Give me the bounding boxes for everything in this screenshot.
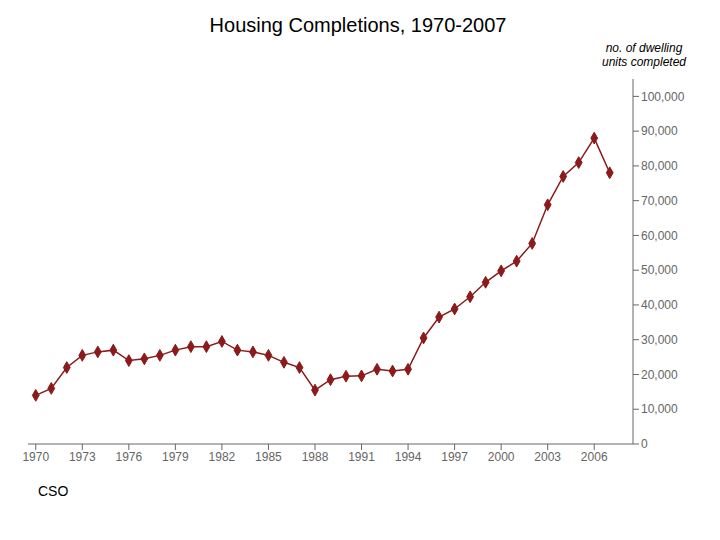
svg-text:1994: 1994	[395, 450, 422, 464]
svg-text:80,000: 80,000	[641, 159, 678, 173]
svg-text:70,000: 70,000	[641, 194, 678, 208]
svg-text:1982: 1982	[209, 450, 236, 464]
svg-text:1997: 1997	[441, 450, 468, 464]
html-text:CSO: CSO	[38, 483, 69, 499]
svg-text:2000: 2000	[488, 450, 515, 464]
svg-text:1985: 1985	[255, 450, 282, 464]
svg-text:40,000: 40,000	[641, 298, 678, 312]
svg-text:50,000: 50,000	[641, 263, 678, 277]
svg-text:1988: 1988	[302, 450, 329, 464]
svg-text:100,000: 100,000	[641, 90, 685, 104]
svg-text:30,000: 30,000	[641, 333, 678, 347]
svg-text:1973: 1973	[69, 450, 96, 464]
svg-text:60,000: 60,000	[641, 229, 678, 243]
svg-text:0: 0	[641, 437, 648, 451]
svg-text:1979: 1979	[162, 450, 189, 464]
svg-text:2003: 2003	[534, 450, 561, 464]
svg-text:10,000: 10,000	[641, 402, 678, 416]
html-text:no. of dwelling units complete: no. of dwelling units completed	[602, 41, 686, 69]
svg-text:2006: 2006	[581, 450, 608, 464]
svg-text:90,000: 90,000	[641, 124, 678, 138]
svg-text:1976: 1976	[115, 450, 142, 464]
html-text:Housing Completions, 1970-2007: Housing Completions, 1970-2007	[209, 14, 507, 36]
svg-text:20,000: 20,000	[641, 368, 678, 382]
svg-text:1970: 1970	[22, 450, 49, 464]
svg-text:1991: 1991	[348, 450, 375, 464]
